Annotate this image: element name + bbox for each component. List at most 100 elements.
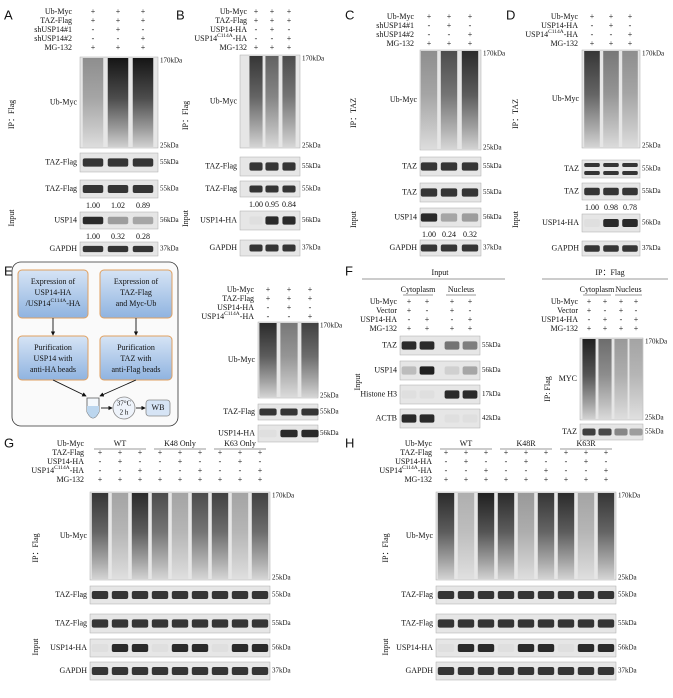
text-part: and Myc-Ub [116, 299, 157, 308]
blot-label: TAZ-Flag [401, 590, 433, 599]
text-part: USP14 [379, 466, 402, 475]
blot-label: GAPDH [405, 666, 433, 675]
sign: + [584, 448, 589, 457]
band [91, 667, 109, 675]
size-marker: 25kDa [302, 142, 322, 150]
sign: + [544, 466, 549, 475]
blot [581, 159, 641, 179]
readout: WB [152, 403, 165, 412]
condition-label: shUSP14#2 [376, 30, 414, 39]
band [461, 162, 479, 171]
band [171, 644, 189, 652]
blot-label: TAZ-Flag [55, 618, 87, 627]
sign: + [447, 12, 452, 21]
quantification: 1.00 [422, 230, 436, 239]
smear [251, 493, 269, 579]
sign: - [505, 466, 508, 475]
band [582, 428, 596, 436]
blot-label: TAZ-Flag [401, 618, 433, 627]
quantification: 0.95 [265, 200, 279, 209]
sign: + [407, 306, 412, 315]
sign: + [238, 475, 243, 484]
smear [440, 51, 458, 149]
sign: + [116, 25, 121, 34]
text-part: USP14 [194, 34, 217, 43]
band [557, 667, 575, 675]
band [249, 244, 263, 252]
section-label: IP：Flag [7, 100, 16, 129]
blot-label: GAPDH [209, 243, 237, 252]
condition-label: USP14-HA [217, 303, 254, 312]
band [191, 667, 209, 675]
smear [584, 51, 600, 147]
smear [598, 339, 612, 419]
incubation-time: 2 h [120, 409, 129, 417]
sign: + [544, 448, 549, 457]
quantification: 0.32 [463, 230, 477, 239]
band [537, 591, 555, 599]
sign: + [116, 7, 121, 16]
condition-label: USP14C114A-HA [201, 311, 254, 321]
sign: + [468, 30, 473, 39]
band [251, 667, 269, 675]
band [622, 219, 638, 227]
blot-label: Ub-Myc [228, 355, 256, 364]
band [420, 162, 438, 171]
blot-label: Ub-Myc [50, 97, 78, 106]
quantification: 1.00 [86, 201, 100, 210]
sign: + [604, 475, 609, 484]
condition-label: Vector [376, 306, 397, 315]
quantification: 0.89 [136, 201, 150, 210]
blot [419, 207, 482, 228]
band [301, 408, 319, 416]
smear [259, 323, 277, 397]
step-text: USP14-HA [35, 288, 72, 297]
quantification: 0.32 [111, 232, 125, 241]
band [461, 244, 479, 252]
condition-label: Ub-Myc [57, 439, 85, 448]
group-label: Nucleus [448, 285, 474, 294]
band [597, 591, 615, 599]
text-part: MG-132 [369, 324, 397, 333]
condition-label: USP14-HA [47, 457, 84, 466]
size-marker: 55kDa [483, 162, 503, 170]
sign: - [629, 21, 632, 30]
sign: - [239, 466, 242, 475]
sign: + [444, 475, 449, 484]
condition-label: shUSP14#2 [34, 34, 72, 43]
band [131, 619, 149, 628]
sign: + [604, 448, 609, 457]
sign: + [270, 43, 275, 52]
size-marker: 55kDa [618, 591, 638, 599]
condition-label: TAZ-Flag [40, 16, 72, 25]
band [249, 162, 263, 171]
blot-label: USP14 [374, 365, 397, 374]
blot-label: USP14-HA [218, 428, 255, 437]
band [249, 185, 263, 193]
size-marker: 56kDa [320, 429, 340, 437]
blot-label: GAPDH [389, 243, 417, 252]
smear [437, 493, 455, 579]
smear [301, 323, 319, 397]
band [91, 619, 109, 628]
text-part: MG-132 [550, 39, 578, 48]
step-text: anti-Flag beads [111, 365, 160, 374]
size-marker: 55kDa [320, 408, 340, 416]
blot-label: TAZ-Flag [205, 184, 237, 193]
sign: - [426, 306, 429, 315]
sign: - [591, 21, 594, 30]
sign: - [159, 457, 162, 466]
blot-label: GAPDH [59, 666, 87, 675]
sign: + [450, 297, 455, 306]
smear [622, 51, 638, 147]
sign: - [505, 457, 508, 466]
band [111, 667, 129, 675]
band [301, 429, 319, 438]
sign: + [468, 39, 473, 48]
band [629, 428, 643, 436]
blot-label: TAZ [382, 340, 397, 349]
band [440, 188, 458, 197]
text-part: TAZ-Flag [120, 288, 152, 297]
band [603, 171, 619, 175]
band [577, 644, 595, 652]
